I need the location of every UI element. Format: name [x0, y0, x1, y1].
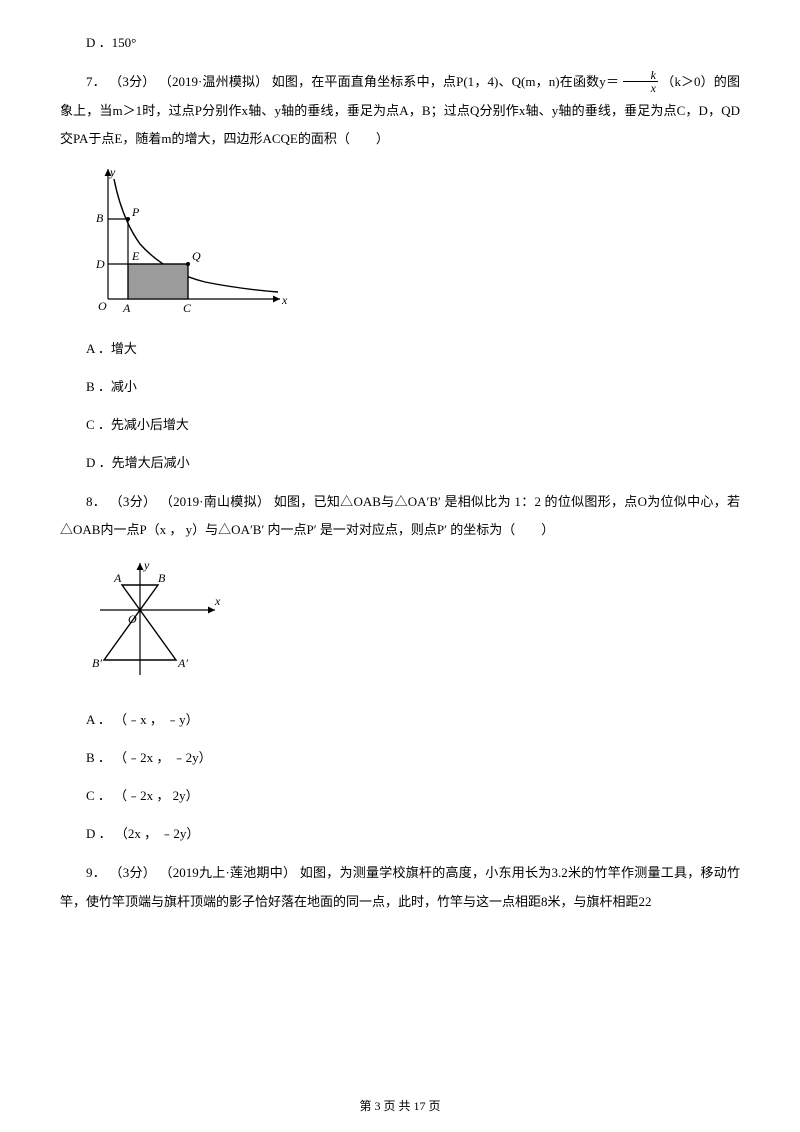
q8-option-d: D ． （2x ， ﹣2y） [60, 821, 740, 847]
q7-option-a: A ．增大 [60, 336, 740, 362]
q7-option-d: D ．先增大后减小 [60, 450, 740, 476]
q8-svg: y x O A B A′ B′ [90, 555, 230, 685]
q7-label-C: C [183, 301, 192, 314]
q7-label-O: O [98, 299, 107, 313]
q7-option-b: B ．减小 [60, 374, 740, 400]
q7-label-Q: Q [192, 249, 201, 263]
q7-label-P: P [131, 205, 140, 219]
q7-option-c: C ．先减小后增大 [60, 412, 740, 438]
q7-text: 7． （3分） （2019·温州模拟） 如图，在平面直角坐标系中，点P(1，4)… [60, 68, 740, 154]
q7-diagram: y x O A B C D E P Q [90, 164, 740, 318]
q7-label-E: E [131, 249, 140, 263]
q7-part1: 7． （3分） （2019·温州模拟） 如图，在平面直角坐标系中，点P(1，4)… [86, 74, 623, 89]
q8-label-y: y [143, 558, 150, 572]
q7-frac-den: x [623, 82, 658, 94]
q8-label-Bp: B′ [92, 656, 102, 670]
q7-label-y: y [109, 165, 116, 179]
q7-label-B: B [96, 211, 104, 225]
q8-label-B: B [158, 571, 166, 585]
q8-label-O: O [128, 612, 137, 626]
q8-label-x: x [214, 594, 221, 608]
q8-option-b: B ． （﹣2x ， ﹣2y） [60, 745, 740, 771]
q9-text: 9． （3分） （2019九上·莲池期中） 如图，为测量学校旗杆的高度，小东用长… [60, 859, 740, 916]
q8-option-a: A ． （﹣x ， ﹣y） [60, 707, 740, 733]
q7-fraction: kx [623, 69, 658, 94]
q8-diagram: y x O A B A′ B′ [90, 555, 740, 689]
page-footer: 第 3 页 共 17 页 [0, 1097, 800, 1114]
q7-label-x: x [281, 293, 288, 307]
q8-option-c: C ． （﹣2x ， 2y） [60, 783, 740, 809]
q7-frac-num: k [623, 69, 658, 82]
q7-label-D: D [95, 257, 105, 271]
q7-svg: y x O A B C D E P Q [90, 164, 290, 314]
q6-option-d: D ．150° [60, 30, 740, 56]
q8-label-A: A [113, 571, 122, 585]
q8-text: 8． （3分） （2019·南山模拟） 如图，已知△OAB与△OA′B′ 是相似… [60, 488, 740, 545]
q8-label-Ap: A′ [177, 656, 188, 670]
q7-label-A: A [122, 301, 131, 314]
